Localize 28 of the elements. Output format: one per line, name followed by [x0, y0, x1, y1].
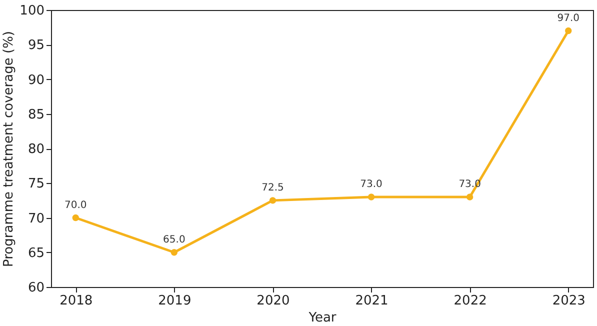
- data-label: 73.0: [360, 178, 382, 190]
- point: [72, 214, 79, 222]
- x-tick-label: 2018: [60, 294, 93, 308]
- point: [368, 194, 375, 200]
- data-label: 65.0: [163, 234, 186, 246]
- x-tick-label: 2021: [355, 294, 388, 308]
- point: [466, 194, 474, 200]
- y-tick-label: 85: [28, 107, 44, 122]
- y-tick-label: 65: [28, 246, 44, 261]
- y-axis-title: Programme treatment coverage (%): [2, 31, 17, 267]
- point: [565, 27, 572, 34]
- y-tick-label: 100: [20, 4, 44, 18]
- x-axis-title: Year: [308, 310, 337, 326]
- y-tick-label: 75: [28, 176, 44, 192]
- x-tick-label: 2019: [158, 294, 192, 308]
- x-tick-label: 2023: [552, 294, 586, 308]
- data-label: 72.5: [262, 182, 284, 194]
- y-tick-label: 95: [28, 38, 44, 54]
- y-tick-label: 90: [28, 72, 44, 88]
- y-tick-label: 70: [28, 211, 44, 226]
- data-label: 97.0: [557, 12, 580, 24]
- x-tick-label: 2022: [454, 294, 487, 308]
- x-tick-label: 2020: [256, 294, 290, 308]
- data-label: 70.0: [64, 200, 87, 211]
- y-tick-label: 80: [28, 142, 44, 157]
- y-tick-label: 60: [28, 280, 44, 296]
- point: [269, 197, 276, 204]
- point: [170, 249, 178, 256]
